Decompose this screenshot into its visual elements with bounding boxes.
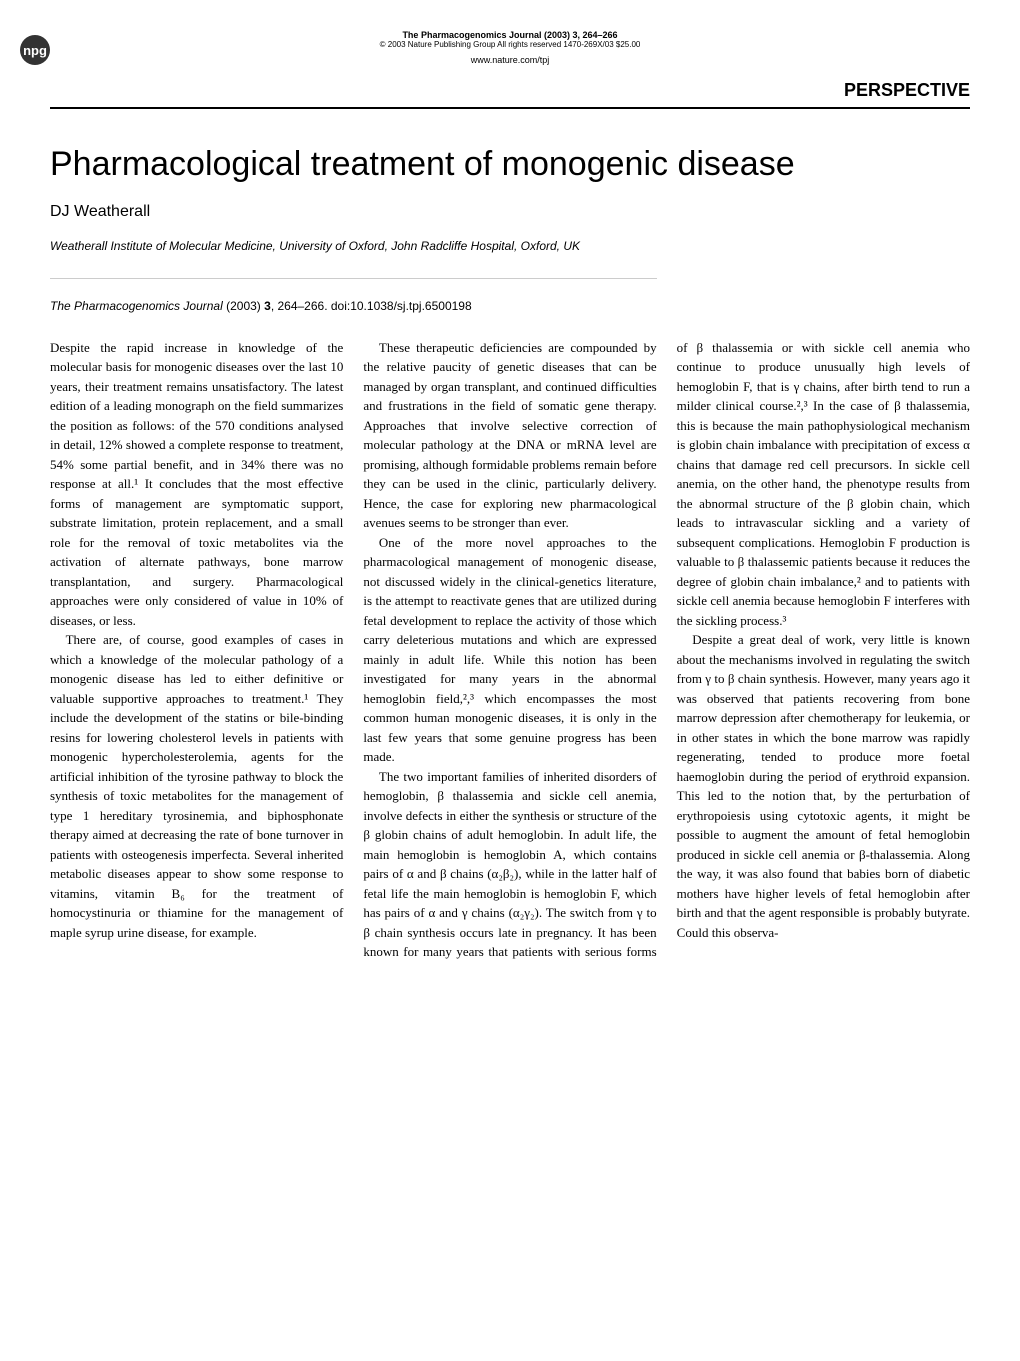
author-affiliation: Weatherall Institute of Molecular Medici… bbox=[50, 239, 657, 253]
npg-logo: npg bbox=[20, 35, 50, 65]
section-label: PERSPECTIVE bbox=[50, 80, 970, 109]
body-paragraph: These therapeutic deficiencies are compo… bbox=[363, 338, 656, 533]
section-divider bbox=[50, 278, 657, 279]
article-title: Pharmacological treatment of monogenic d… bbox=[50, 144, 970, 185]
citation-year: (2003) bbox=[223, 299, 264, 313]
journal-title: The Pharmacogenomics Journal (2003) 3, 2… bbox=[50, 30, 970, 40]
body-paragraph: There are, of course, good examples of c… bbox=[50, 630, 343, 942]
author-name: DJ Weatherall bbox=[50, 203, 970, 221]
copyright-line: © 2003 Nature Publishing Group All right… bbox=[50, 40, 970, 49]
page-header: npg The Pharmacogenomics Journal (2003) … bbox=[50, 30, 970, 109]
citation-line: The Pharmacogenomics Journal (2003) 3, 2… bbox=[50, 299, 657, 313]
article-body: Despite the rapid increase in knowledge … bbox=[50, 338, 970, 962]
body-paragraph: Despite a great deal of work, very littl… bbox=[677, 630, 970, 942]
journal-header-block: The Pharmacogenomics Journal (2003) 3, 2… bbox=[50, 30, 970, 65]
citation-journal: The Pharmacogenomics Journal bbox=[50, 299, 223, 313]
citation-pages: , 264–266. doi:10.1038/sj.tpj.6500198 bbox=[271, 299, 472, 313]
citation-volume: 3 bbox=[264, 299, 271, 313]
body-paragraph: Despite the rapid increase in knowledge … bbox=[50, 338, 343, 631]
journal-url: www.nature.com/tpj bbox=[50, 55, 970, 65]
body-paragraph: One of the more novel approaches to the … bbox=[363, 533, 656, 767]
